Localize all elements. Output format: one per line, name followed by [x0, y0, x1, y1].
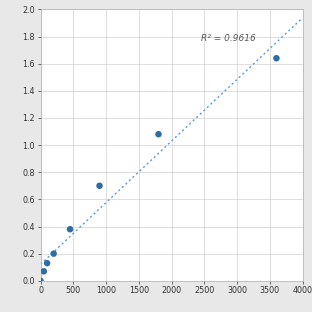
Point — [51, 251, 56, 256]
Point — [41, 269, 46, 274]
Point — [38, 278, 43, 283]
Point — [274, 56, 279, 61]
Point — [156, 132, 161, 137]
Text: R² = 0.9616: R² = 0.9616 — [201, 34, 256, 43]
Point — [45, 261, 50, 266]
Point — [67, 227, 72, 232]
Point — [97, 183, 102, 188]
